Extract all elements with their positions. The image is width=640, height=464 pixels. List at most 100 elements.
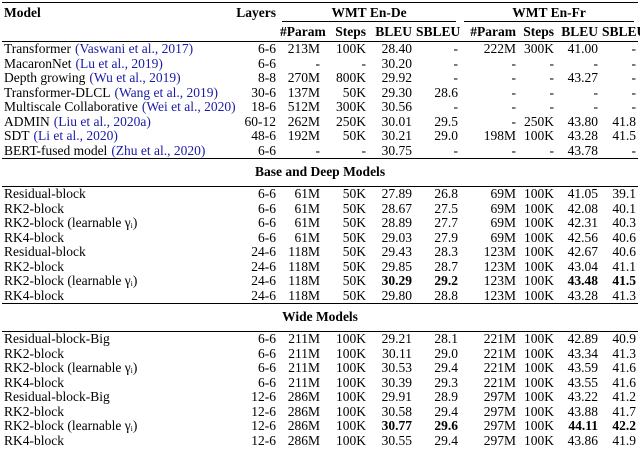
value-cell: 100K: [524, 273, 555, 288]
value-cell: 222M: [483, 41, 517, 56]
value-cell: 28.9: [434, 389, 459, 404]
section-title: Wide Models: [2, 303, 639, 332]
value-cell: -: [549, 99, 555, 114]
value-cell: 100K: [524, 287, 555, 303]
value-cell: 262M: [287, 113, 320, 129]
value-cell: -: [361, 55, 367, 71]
value-cell: 29.03: [381, 229, 412, 245]
value-cell: 43.86: [567, 432, 599, 448]
model-name: Depth growing: [4, 70, 86, 85]
value-cell: 27.7: [434, 215, 459, 230]
model-cell: RK2-block: [2, 404, 224, 420]
value-cell: 100K: [336, 432, 366, 448]
value-cell: 29.4: [434, 432, 459, 448]
model-cell: Residual-block-Big: [2, 389, 224, 405]
value-cell: -: [511, 113, 517, 129]
value-cell: -: [549, 84, 555, 100]
value-cell: 61M: [294, 229, 320, 245]
value-cell: -: [511, 99, 517, 114]
value-cell: 100K: [524, 229, 555, 245]
value-cell: 198M: [483, 128, 517, 143]
value-cell: -: [511, 142, 517, 158]
results-table: Model Layers WMT En-De WMT En-Fr #Param S…: [2, 2, 640, 448]
value-cell: 30.55: [381, 432, 412, 448]
model-name: Transformer: [4, 41, 71, 56]
value-cell: 50K: [342, 244, 366, 259]
value-cell: 29.30: [381, 84, 412, 100]
table-row: RK2-block 6-6 211M 100K 30.11 29.0 221M 100K 43.…: [2, 345, 638, 362]
value-cell: 43.27: [567, 70, 599, 85]
layers-cell: 6-6: [258, 142, 276, 158]
value-cell: 211M: [288, 360, 320, 375]
model-name: MacaronNet: [4, 55, 72, 71]
value-cell: 213M: [287, 41, 320, 56]
value-cell: 27.9: [434, 229, 459, 245]
layers-cell: 8-8: [258, 70, 276, 85]
layers-cell: 18-6: [251, 99, 276, 114]
value-cell: 123M: [483, 244, 517, 259]
value-cell: 43.34: [567, 345, 599, 361]
model-cell: RK2-block (learnable γᵢ): [2, 360, 224, 376]
layers-cell: 12-6: [251, 389, 276, 404]
model-cell: RK2-block (learnable γᵢ): [2, 418, 224, 434]
value-cell: 43.88: [567, 403, 599, 419]
layers-cell: 6-6: [258, 41, 276, 56]
layers-header: Layers: [224, 2, 278, 22]
value-cell: 100K: [524, 374, 555, 390]
value-cell: -: [593, 99, 599, 114]
model-name: RK2-block (learnable γᵢ): [4, 360, 138, 375]
value-cell: 100K: [336, 41, 366, 56]
value-cell: -: [549, 142, 555, 158]
citation: (Wang et al., 2019): [114, 84, 218, 100]
value-cell: -: [631, 70, 637, 85]
value-cell: 44.11: [568, 418, 599, 433]
value-cell: -: [631, 99, 637, 114]
value-cell: 297M: [483, 389, 517, 404]
value-cell: 100K: [336, 418, 366, 433]
table-row: ADMIN (Liu et al., 2020a) 60-12 262M 250K 30.…: [2, 113, 638, 130]
value-cell: 40.6: [612, 244, 637, 259]
value-cell: -: [593, 84, 599, 100]
value-cell: 30.20: [381, 55, 412, 71]
model-name: SDT: [4, 128, 30, 143]
value-cell: 30.11: [382, 345, 412, 361]
value-cell: -: [631, 142, 637, 158]
value-cell: 29.92: [381, 70, 412, 85]
model-cell: RK4-block: [2, 229, 224, 246]
value-cell: 41.7: [612, 403, 637, 419]
value-cell: 100K: [524, 186, 555, 201]
value-cell: 28.40: [381, 41, 412, 56]
value-cell: 28.7: [434, 258, 459, 274]
value-cell: 250K: [336, 113, 366, 129]
value-cell: 30.56: [381, 99, 412, 114]
value-cell: 100K: [336, 389, 366, 404]
value-cell: 29.0: [434, 345, 459, 361]
table-row: SDT (Li et al., 2020) 48-6 192M 50K 30.21 29.0…: [2, 128, 638, 144]
model-header: Model: [2, 2, 224, 22]
model-name: RK4-block: [4, 229, 64, 245]
value-cell: 42.89: [567, 331, 599, 346]
layers-cell: 24-6: [251, 258, 276, 274]
value-cell: 27.5: [434, 200, 459, 216]
value-cell: 50K: [342, 229, 366, 245]
value-cell: 50K: [342, 215, 366, 230]
value-cell: 41.6: [612, 374, 637, 390]
value-cell: 30.58: [381, 403, 412, 419]
model-name: ADMIN: [4, 113, 50, 129]
value-cell: 50K: [342, 200, 366, 216]
value-cell: 69M: [490, 229, 517, 245]
value-cell: 40.1: [612, 200, 637, 216]
value-cell: 29.85: [381, 258, 412, 274]
table-row: RK2-block 24-6 118M 50K 29.85 28.7 123M 100K 43.…: [2, 258, 638, 275]
layers-cell: 6-6: [258, 360, 276, 375]
layers-cell: 24-6: [251, 273, 276, 288]
value-cell: -: [315, 55, 321, 71]
value-cell: 50K: [342, 84, 366, 100]
value-cell: 41.8: [612, 113, 637, 129]
citation: (Wei et al., 2020): [141, 99, 236, 114]
value-cell: 123M: [483, 258, 517, 274]
model-name: Residual-block: [4, 244, 86, 259]
value-cell: 43.04: [567, 258, 599, 274]
table-row: MacaronNet (Lu et al., 2019) 6-6- -30.20- - -…: [2, 55, 638, 72]
